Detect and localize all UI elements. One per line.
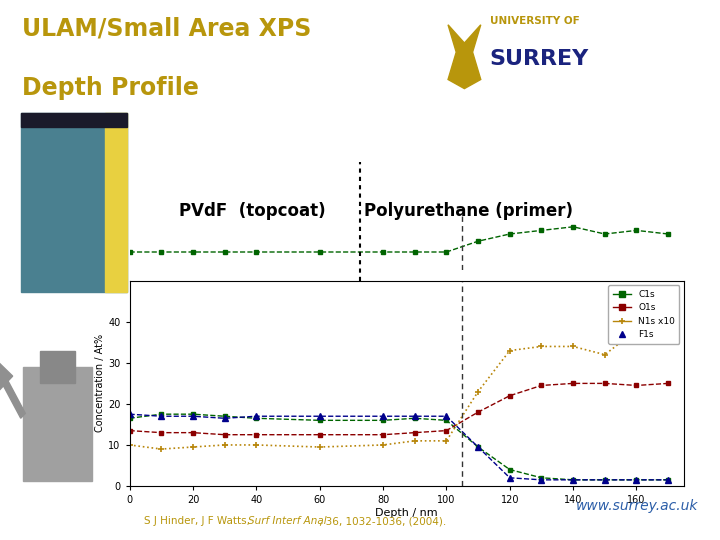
Bar — [23, 367, 92, 481]
Text: S J Hinder, J F Watts,: S J Hinder, J F Watts, — [144, 516, 253, 526]
Text: Surf Interf Anal: Surf Interf Anal — [248, 516, 327, 526]
Legend: C1s, O1s, N1s x10, F1s: C1s, O1s, N1s x10, F1s — [608, 285, 680, 344]
FancyArrow shape — [0, 354, 25, 418]
Text: UNIVERSITY OF: UNIVERSITY OF — [490, 16, 580, 26]
Text: www.surrey.ac.uk: www.surrey.ac.uk — [576, 499, 698, 513]
Polygon shape — [448, 25, 481, 89]
Text: Depth Profile: Depth Profile — [22, 76, 199, 99]
Bar — [105, 112, 127, 293]
Text: PVdF  (topcoat): PVdF (topcoat) — [179, 201, 325, 220]
Text: , 36, 1032-1036, (2004).: , 36, 1032-1036, (2004). — [319, 516, 446, 526]
Text: Polyurethane (primer): Polyurethane (primer) — [364, 201, 572, 220]
Bar — [21, 112, 127, 126]
Text: SURREY: SURREY — [490, 49, 589, 69]
X-axis label: Depth / nm: Depth / nm — [376, 508, 438, 518]
Bar — [40, 351, 75, 383]
Text: ULAM/Small Area XPS: ULAM/Small Area XPS — [22, 16, 311, 40]
Y-axis label: Concentration / At%: Concentration / At% — [96, 334, 105, 433]
Bar — [21, 112, 127, 293]
